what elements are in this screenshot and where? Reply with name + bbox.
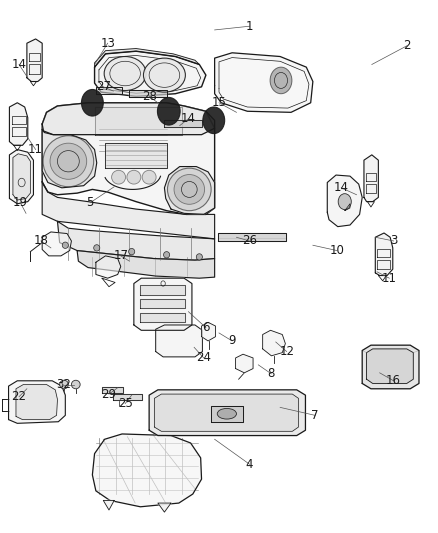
Ellipse shape	[129, 248, 135, 255]
Text: 14: 14	[181, 112, 196, 125]
Polygon shape	[42, 181, 215, 239]
Ellipse shape	[60, 380, 68, 389]
Ellipse shape	[81, 90, 103, 116]
Polygon shape	[77, 251, 215, 278]
Polygon shape	[201, 322, 215, 341]
Polygon shape	[16, 384, 57, 419]
Polygon shape	[13, 154, 30, 200]
Polygon shape	[367, 349, 413, 383]
Text: 2: 2	[403, 39, 410, 52]
Text: 26: 26	[242, 235, 257, 247]
Polygon shape	[218, 233, 286, 241]
Ellipse shape	[203, 107, 225, 134]
Ellipse shape	[144, 58, 185, 92]
Text: 11: 11	[28, 143, 43, 156]
Ellipse shape	[270, 67, 292, 94]
Text: 13: 13	[100, 37, 115, 50]
Text: 19: 19	[13, 196, 28, 209]
Polygon shape	[149, 390, 305, 435]
Polygon shape	[102, 386, 123, 393]
Polygon shape	[236, 354, 253, 373]
Text: 18: 18	[33, 235, 48, 247]
Polygon shape	[158, 503, 171, 512]
Text: 14: 14	[334, 181, 349, 195]
Polygon shape	[92, 434, 201, 507]
Polygon shape	[164, 120, 201, 127]
Polygon shape	[154, 394, 298, 431]
Polygon shape	[10, 150, 33, 204]
Polygon shape	[9, 381, 65, 423]
Text: 10: 10	[329, 244, 344, 257]
Polygon shape	[96, 87, 122, 94]
Polygon shape	[327, 175, 362, 227]
Polygon shape	[134, 278, 192, 330]
Polygon shape	[215, 53, 313, 112]
Polygon shape	[42, 103, 215, 214]
Polygon shape	[364, 155, 378, 201]
Text: 25: 25	[118, 397, 133, 410]
Ellipse shape	[104, 56, 146, 91]
Text: 29: 29	[102, 387, 117, 401]
Text: 16: 16	[386, 374, 401, 387]
Ellipse shape	[217, 408, 237, 419]
Ellipse shape	[163, 252, 170, 258]
Polygon shape	[96, 256, 121, 278]
Text: 5: 5	[87, 196, 94, 209]
Text: 17: 17	[113, 249, 128, 262]
Ellipse shape	[157, 98, 180, 125]
Text: 15: 15	[212, 96, 226, 109]
Ellipse shape	[94, 245, 100, 251]
Ellipse shape	[196, 254, 202, 260]
Text: 9: 9	[228, 334, 236, 348]
Text: 1: 1	[246, 20, 253, 33]
Ellipse shape	[338, 193, 351, 209]
Text: 3: 3	[390, 235, 397, 247]
Text: 7: 7	[311, 409, 319, 422]
Polygon shape	[95, 49, 199, 67]
Polygon shape	[130, 90, 166, 98]
Polygon shape	[42, 232, 71, 256]
Text: 11: 11	[382, 272, 397, 285]
Text: 12: 12	[279, 345, 294, 358]
Polygon shape	[140, 299, 185, 309]
Polygon shape	[140, 285, 185, 295]
Text: 8: 8	[268, 367, 275, 381]
Polygon shape	[164, 166, 215, 214]
Text: 22: 22	[11, 390, 27, 403]
Polygon shape	[113, 393, 142, 400]
Ellipse shape	[167, 168, 211, 211]
Text: 4: 4	[246, 458, 253, 471]
Polygon shape	[27, 39, 42, 82]
Ellipse shape	[50, 143, 87, 179]
Polygon shape	[57, 221, 215, 260]
Polygon shape	[42, 103, 215, 135]
Text: 14: 14	[11, 58, 27, 71]
Ellipse shape	[142, 170, 156, 184]
Ellipse shape	[174, 174, 205, 204]
Text: 27: 27	[96, 80, 111, 93]
Polygon shape	[106, 143, 166, 168]
Text: 6: 6	[202, 321, 210, 334]
Polygon shape	[375, 233, 393, 276]
Polygon shape	[140, 313, 185, 322]
Ellipse shape	[62, 242, 68, 248]
Ellipse shape	[112, 170, 126, 184]
Ellipse shape	[71, 380, 80, 389]
Text: 24: 24	[196, 351, 211, 365]
Polygon shape	[42, 130, 97, 188]
Polygon shape	[263, 330, 286, 356]
Polygon shape	[211, 406, 243, 422]
Text: 28: 28	[142, 90, 156, 103]
Ellipse shape	[43, 136, 94, 187]
Polygon shape	[362, 345, 419, 389]
Text: 32: 32	[57, 378, 71, 391]
Polygon shape	[95, 107, 182, 135]
Polygon shape	[103, 500, 114, 510]
Polygon shape	[95, 51, 206, 96]
Polygon shape	[155, 325, 202, 357]
Polygon shape	[10, 103, 28, 146]
Ellipse shape	[127, 170, 141, 184]
